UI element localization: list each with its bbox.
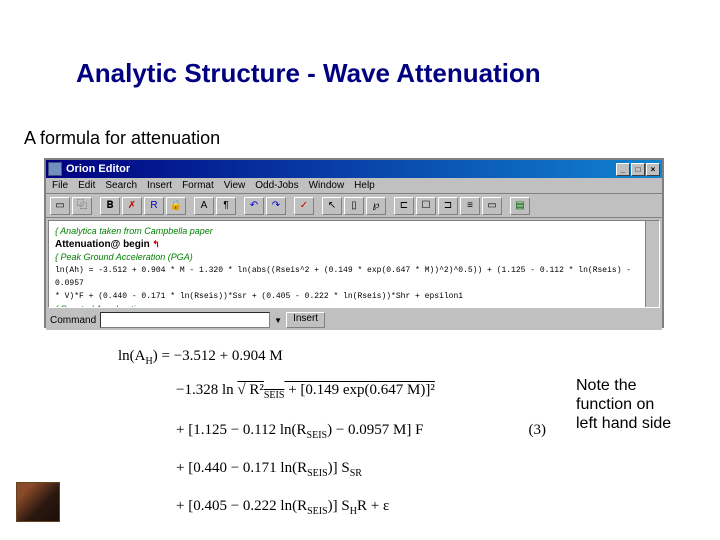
arrow-icon: ↰	[152, 239, 160, 249]
comment-line: { Analytica taken from Campbella paper	[55, 225, 653, 238]
stack-icon[interactable]: ▤	[510, 197, 530, 215]
lock-icon[interactable]: 🔒	[166, 197, 186, 215]
editor-window: Orion Editor _ □ × FileEditSearchInsertF…	[44, 158, 664, 328]
command-label: Command	[50, 315, 96, 326]
menu-file[interactable]: File	[52, 180, 68, 191]
formula-line: −1.328 ln √ R²SEIS + [0.149 exp(0.647 M)…	[176, 382, 435, 401]
a-icon[interactable]: A	[194, 197, 214, 215]
menu-view[interactable]: View	[224, 180, 246, 191]
formula-line: ln(AH) = −3.512 + 0.904 M	[118, 348, 283, 367]
menu-search[interactable]: Search	[105, 180, 137, 191]
command-input[interactable]	[100, 312, 270, 328]
check-icon[interactable]: ✓	[294, 197, 314, 215]
app-icon	[48, 162, 62, 176]
bold-icon[interactable]: 𝐁	[100, 197, 120, 215]
command-bar: Command ▼ Insert	[46, 310, 662, 330]
menu-insert[interactable]: Insert	[147, 180, 172, 191]
code-line: * V)*F + (0.440 - 0.171 * ln(Rseis))*Ssr…	[55, 290, 653, 303]
window-title: Orion Editor	[66, 163, 130, 175]
red-x-icon[interactable]: ✗	[122, 197, 142, 215]
code-line: ln(Ah) = -3.512 + 0.904 * M - 1.320 * ln…	[55, 264, 653, 290]
code-line: Attenuation@ begin ↰	[55, 238, 653, 251]
left-icon[interactable]: ⊏	[394, 197, 414, 215]
menu-format[interactable]: Format	[182, 180, 214, 191]
copy-icon[interactable]: ⿻	[72, 197, 92, 215]
menu-edit[interactable]: Edit	[78, 180, 95, 191]
redo-icon[interactable]: ↷	[266, 197, 286, 215]
menu-window[interactable]: Window	[309, 180, 345, 191]
editor-content[interactable]: { Analytica taken from Campbella paper A…	[48, 220, 660, 308]
corner-image	[16, 482, 60, 522]
window-controls: _ □ ×	[616, 163, 660, 176]
blue-r-icon[interactable]: R	[144, 197, 164, 215]
titlebar: Orion Editor _ □ ×	[46, 160, 662, 178]
cursor-icon[interactable]: ↖	[322, 197, 342, 215]
menu-oddjobs[interactable]: Odd-Jobs	[255, 180, 298, 191]
box-icon[interactable]: ☐	[416, 197, 436, 215]
box2-icon[interactable]: ▭	[482, 197, 502, 215]
equation-number: (3)	[529, 422, 547, 439]
para-icon[interactable]: ¶	[216, 197, 236, 215]
bars-icon[interactable]: ≡	[460, 197, 480, 215]
undo-icon[interactable]: ↶	[244, 197, 264, 215]
toolbar: ▭⿻𝐁✗R🔒A¶↶↷✓↖▯℘⊏☐⊐≡▭▤	[46, 194, 662, 218]
annotation-note: Note the function on left hand side	[576, 376, 676, 434]
menubar: File Edit Search Insert Format View Odd-Jobs Wi…	[46, 178, 662, 194]
maximize-button[interactable]: □	[631, 163, 645, 176]
menu-help[interactable]: Help	[354, 180, 375, 191]
right-icon[interactable]: ⊐	[438, 197, 458, 215]
formula-line: + [0.405 − 0.222 ln(RSEIS)] SHR + ε	[176, 498, 389, 517]
formula-block: (3) ln(AH) = −3.512 + 0.904 M −1.328 ln √…	[108, 340, 548, 536]
doc-icon[interactable]: ▭	[50, 197, 70, 215]
comment-line: { Spectral Acceleration	[55, 303, 653, 308]
slide-title: Analytic Structure - Wave Attenuation	[76, 58, 541, 89]
doc2-icon[interactable]: ▯	[344, 197, 364, 215]
close-button[interactable]: ×	[646, 163, 660, 176]
minimize-button[interactable]: _	[616, 163, 630, 176]
pi-icon[interactable]: ℘	[366, 197, 386, 215]
insert-button[interactable]: Insert	[286, 312, 325, 328]
formula-line: + [0.440 − 0.171 ln(RSEIS)] SSR	[176, 460, 362, 479]
comment-line: { Peak Ground Acceleration (PGA)	[55, 251, 653, 264]
formula-line: + [1.125 − 0.112 ln(RSEIS) − 0.0957 M] F	[176, 422, 423, 441]
slide-subtitle: A formula for attenuation	[24, 128, 220, 149]
keyword: Attenuation@ begin	[55, 239, 150, 250]
vertical-scrollbar[interactable]	[645, 221, 659, 307]
